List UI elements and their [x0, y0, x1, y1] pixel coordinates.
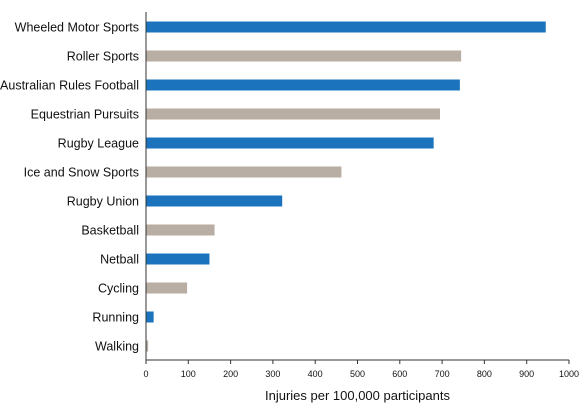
bar-basketball	[146, 224, 215, 236]
bar-ice-and-snow-sports	[146, 166, 342, 178]
category-label: Running	[92, 311, 139, 325]
x-tick-label: 700	[435, 369, 450, 379]
x-tick-label: 200	[223, 369, 238, 379]
category-labels: Wheeled Motor Sports Roller Sports Austral…	[0, 21, 139, 354]
x-tick-label: 800	[477, 369, 492, 379]
category-label: Rugby League	[58, 137, 139, 151]
x-tick-label: 600	[392, 369, 407, 379]
bar-cycling	[146, 282, 188, 294]
bar-running	[146, 311, 154, 323]
x-tick-label: 1000	[559, 369, 579, 379]
x-tick-label: 400	[308, 369, 323, 379]
category-label: Roller Sports	[67, 50, 139, 64]
x-tick-label: 500	[350, 369, 365, 379]
category-label: Equestrian Pursuits	[31, 108, 139, 122]
x-tick-label: 0	[143, 369, 148, 379]
bar-walking	[146, 340, 149, 352]
category-label: Ice and Snow Sports	[24, 166, 139, 180]
bar-netball	[146, 253, 210, 265]
x-tick-label: 100	[181, 369, 196, 379]
category-label: Australian Rules Football	[0, 79, 139, 93]
bars-group	[146, 21, 546, 352]
bar-australian-rules-football	[146, 79, 460, 91]
category-label: Cycling	[98, 282, 139, 296]
category-label: Netball	[100, 253, 139, 267]
category-label: Basketball	[81, 224, 139, 238]
category-label: Walking	[95, 340, 139, 354]
x-axis-title: Injuries per 100,000 participants	[265, 388, 451, 403]
x-axis-ticks: 0 100 200 300 400 500 600 700 800 900 1000	[143, 360, 579, 379]
bar-wheeled-motor-sports	[146, 21, 546, 33]
x-tick-label: 300	[265, 369, 280, 379]
x-tick-label: 900	[519, 369, 534, 379]
bar-rugby-union	[146, 195, 283, 207]
bar-rugby-league	[146, 137, 434, 149]
category-label: Wheeled Motor Sports	[15, 21, 139, 35]
bar-equestrian-pursuits	[146, 108, 440, 120]
bar-roller-sports	[146, 50, 462, 62]
category-label: Rugby Union	[67, 195, 139, 209]
